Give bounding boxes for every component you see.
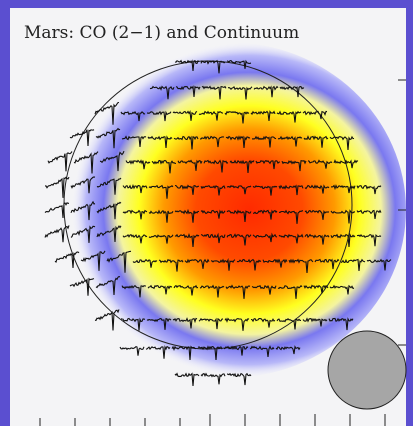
page: Mars: CO (2−1) and Continuum (() => { co… bbox=[0, 0, 413, 426]
beam bbox=[328, 331, 406, 409]
title: Mars: CO (2−1) and Continuum bbox=[24, 23, 299, 43]
figure: Mars: CO (2−1) and Continuum bbox=[0, 0, 413, 426]
